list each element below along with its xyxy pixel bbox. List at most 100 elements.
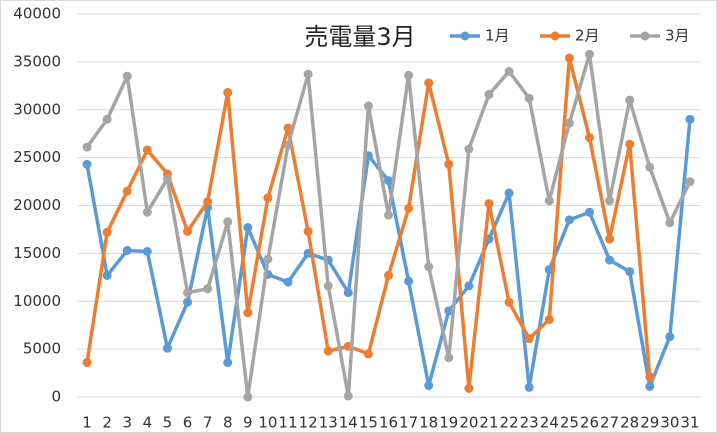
point — [605, 196, 615, 206]
point — [283, 123, 293, 133]
point — [183, 297, 193, 307]
point — [142, 207, 152, 217]
point — [363, 101, 373, 111]
x-tick-label: 15 — [359, 414, 378, 432]
point — [665, 332, 675, 342]
point — [665, 218, 675, 228]
point — [263, 254, 273, 264]
x-tick-label: 5 — [163, 414, 173, 432]
point — [263, 193, 273, 203]
point — [142, 145, 152, 155]
legend-label: 3月 — [665, 27, 690, 45]
point — [484, 89, 494, 99]
point — [544, 196, 554, 206]
y-tick-label: 0 — [51, 388, 61, 406]
point — [363, 349, 373, 359]
point — [323, 281, 333, 291]
point — [584, 133, 594, 143]
point — [524, 382, 534, 392]
x-tick-label: 13 — [319, 414, 338, 432]
point — [162, 174, 172, 184]
point — [504, 66, 514, 76]
x-tick-label: 31 — [680, 414, 699, 432]
point — [484, 199, 494, 209]
x-tick-label: 25 — [560, 414, 579, 432]
point — [625, 267, 635, 277]
point — [584, 49, 594, 59]
point — [102, 227, 112, 237]
point — [464, 144, 474, 154]
x-tick-label: 20 — [459, 414, 478, 432]
point — [122, 71, 132, 81]
point — [223, 88, 233, 98]
point — [424, 78, 434, 88]
point — [564, 53, 574, 63]
legend-label: 2月 — [575, 27, 600, 45]
x-tick-label: 10 — [258, 414, 277, 432]
point — [384, 270, 393, 280]
point — [343, 391, 353, 401]
point — [384, 210, 393, 220]
point — [544, 314, 554, 324]
point — [464, 383, 474, 393]
point — [82, 142, 92, 152]
y-tick-label: 5000 — [23, 340, 61, 358]
point — [404, 276, 414, 286]
point — [102, 114, 112, 124]
point — [685, 114, 695, 124]
point — [343, 288, 353, 298]
legend-label: 1月 — [485, 27, 510, 45]
point — [625, 139, 635, 149]
point — [504, 297, 514, 307]
point — [464, 281, 474, 291]
point — [584, 207, 594, 217]
point — [444, 159, 454, 169]
point — [283, 277, 293, 287]
point — [605, 255, 615, 265]
point — [82, 159, 92, 169]
point — [223, 358, 233, 368]
point — [122, 186, 132, 196]
point — [243, 223, 253, 233]
point — [384, 176, 393, 186]
x-tick-label: 28 — [620, 414, 639, 432]
x-tick-label: 9 — [243, 414, 253, 432]
legend-marker — [460, 31, 470, 41]
x-tick-label: 1 — [82, 414, 92, 432]
point — [303, 69, 313, 79]
point — [645, 381, 655, 391]
y-tick-label: 35000 — [13, 52, 61, 70]
point — [323, 346, 333, 356]
point — [203, 197, 213, 207]
x-tick-label: 18 — [419, 414, 438, 432]
point — [504, 188, 514, 198]
y-tick-label: 30000 — [13, 100, 61, 118]
x-tick-label: 14 — [339, 414, 358, 432]
point — [424, 381, 434, 391]
point — [685, 177, 695, 187]
x-tick-label: 8 — [223, 414, 233, 432]
point — [203, 284, 213, 294]
point — [645, 162, 655, 172]
x-tick-label: 2 — [102, 414, 112, 432]
x-tick-label: 4 — [143, 414, 153, 432]
x-tick-label: 7 — [203, 414, 213, 432]
point — [283, 140, 293, 150]
point — [102, 270, 112, 280]
point — [645, 372, 655, 382]
point — [243, 392, 253, 402]
point — [524, 93, 534, 103]
legend-marker — [640, 31, 650, 41]
x-tick-label: 26 — [580, 414, 599, 432]
point — [605, 234, 615, 244]
point — [162, 343, 172, 353]
x-tick-label: 21 — [479, 414, 498, 432]
point — [524, 334, 534, 344]
x-tick-label: 27 — [600, 414, 619, 432]
point — [424, 262, 434, 272]
x-tick-label: 29 — [640, 414, 659, 432]
chart-title: 売電量3月 — [304, 23, 415, 51]
point — [404, 203, 414, 213]
legend-marker — [550, 31, 560, 41]
x-tick-label: 23 — [520, 414, 539, 432]
